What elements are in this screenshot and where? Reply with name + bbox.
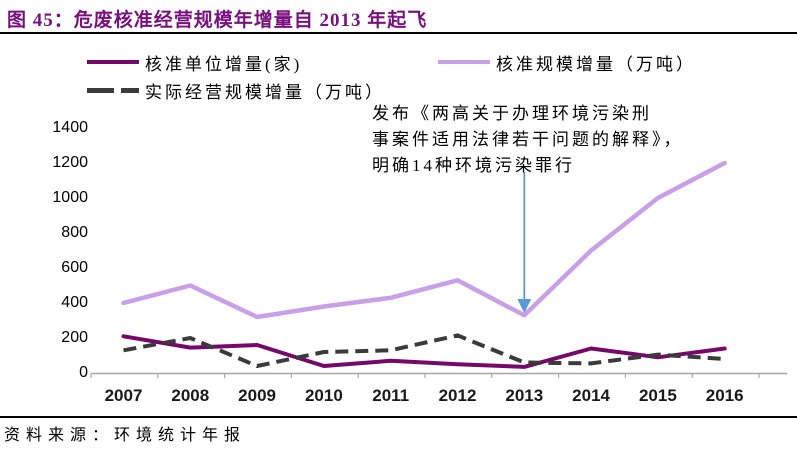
series-line-actual-scale-increment (123, 333, 725, 368)
annotation-line-3: 明确14种环境污染罪行 (372, 156, 575, 175)
title-divider (0, 32, 797, 34)
x-axis-tick-label: 2012 (438, 386, 477, 405)
legend-label-approved-units: 核准单位增量(家) (145, 54, 303, 74)
x-axis-tick-label: 2013 (505, 386, 544, 405)
y-axis-tick-label: 600 (61, 259, 88, 276)
legend-label-approved-scale: 核准规模增量（万吨） (496, 54, 696, 74)
y-axis-tick-label: 1400 (52, 119, 88, 136)
x-axis-tick-label: 2014 (572, 386, 610, 405)
series-line-approved-scale-increment (121, 160, 727, 320)
legend-item-approved-scale: 核准规模增量（万吨） (438, 51, 696, 74)
legend-swatch-approved-scale (438, 60, 490, 64)
annotation-line-1: 发布《两高关于办理环境污染刑 (372, 104, 652, 123)
annotation-line-2: 事案件适用法律若干问题的解释》， (372, 130, 684, 149)
y-axis-tick-label: 1000 (52, 189, 88, 206)
x-axis-tick-label: 2009 (238, 386, 276, 405)
figure-title: 图 45：危废核准经营规模年增量自 2013 年起飞 (7, 10, 428, 31)
x-axis-tick-label: 2011 (372, 386, 410, 405)
annotation-text: 发布《两高关于办理环境污染刑 事案件适用法律若干问题的解释》， 明确14种环境污… (372, 101, 782, 179)
y-axis-tick-label: 1200 (52, 154, 88, 171)
legend-swatch-actual-scale (87, 87, 139, 93)
legend-swatch-approved-units (87, 60, 139, 64)
annotation-arrow-head (517, 299, 532, 313)
x-axis-tick-label: 2015 (638, 386, 677, 405)
y-axis-tick-label: 0 (79, 364, 88, 381)
x-axis-tick-label: 2007 (104, 386, 143, 405)
footer-divider (0, 416, 797, 418)
x-axis-tick-label: 2010 (304, 386, 343, 405)
y-axis-tick-label: 400 (61, 294, 88, 311)
legend-item-actual-scale: 实际经营规模增量（万吨） (87, 79, 385, 102)
x-axis-tick-label: 2008 (171, 386, 210, 405)
legend-item-approved-units: 核准单位增量(家) (87, 51, 303, 74)
source-note: 资料来源：环境统计年报 (4, 427, 247, 444)
series-line-approved-unit-increment (121, 334, 727, 369)
y-axis-tick-label: 800 (61, 224, 88, 241)
y-axis-tick-label: 200 (61, 329, 88, 346)
x-axis-tick-label: 2016 (705, 386, 744, 405)
legend-label-actual-scale: 实际经营规模增量（万吨） (145, 82, 385, 102)
